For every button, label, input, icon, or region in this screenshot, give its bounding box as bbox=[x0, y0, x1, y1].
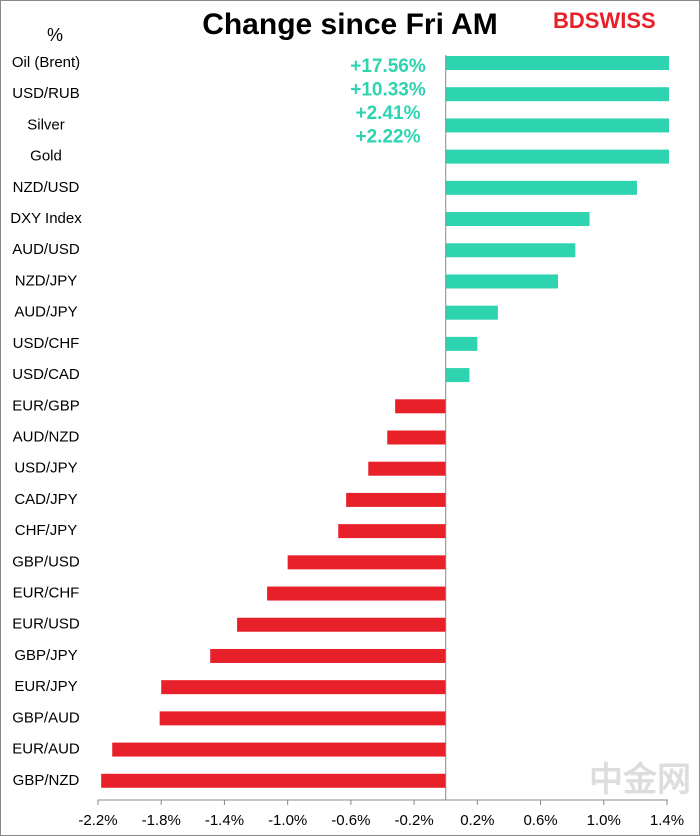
y-tick-label: GBP/JPY bbox=[14, 647, 77, 664]
bar bbox=[445, 305, 498, 320]
bar bbox=[445, 274, 558, 289]
y-tick-label: NZD/USD bbox=[13, 179, 80, 196]
y-tick-label: GBP/USD bbox=[12, 553, 80, 570]
y-tick-label: AUD/JPY bbox=[14, 304, 77, 321]
y-tick-label: AUD/NZD bbox=[13, 428, 80, 445]
bar bbox=[445, 212, 590, 227]
bar bbox=[159, 711, 446, 726]
bar bbox=[445, 56, 669, 70]
y-tick-label: USD/RUB bbox=[12, 85, 80, 102]
y-tick-label: AUD/USD bbox=[12, 241, 80, 258]
bar bbox=[387, 430, 446, 445]
bar bbox=[237, 617, 446, 632]
value-label: +2.22% bbox=[356, 127, 421, 148]
watermark: 中金网 bbox=[589, 760, 691, 799]
bar bbox=[445, 180, 637, 195]
y-tick-label: USD/CAD bbox=[12, 366, 80, 383]
bar bbox=[368, 461, 446, 476]
bar bbox=[445, 118, 669, 133]
y-tick-label: DXY Index bbox=[10, 210, 82, 227]
y-tick-label: CAD/JPY bbox=[14, 491, 77, 508]
bar bbox=[161, 680, 446, 695]
bar bbox=[445, 336, 478, 351]
bar bbox=[445, 149, 669, 164]
x-tick-label: -0.6% bbox=[331, 812, 370, 829]
x-tick-label: 0.6% bbox=[523, 812, 557, 829]
bar bbox=[287, 555, 446, 570]
x-tick-label: -1.0% bbox=[268, 812, 307, 829]
bar bbox=[112, 742, 446, 757]
y-tick-label: EUR/CHF bbox=[13, 585, 80, 602]
bar bbox=[267, 586, 446, 601]
value-label: +17.56% bbox=[350, 56, 426, 77]
value-label: +10.33% bbox=[350, 80, 426, 101]
bar bbox=[338, 524, 446, 539]
y-tick-label: EUR/JPY bbox=[14, 678, 77, 695]
y-tick-label: USD/JPY bbox=[14, 460, 77, 477]
x-tick-label: 1.0% bbox=[587, 812, 621, 829]
bar bbox=[346, 492, 446, 507]
y-tick-label: CHF/JPY bbox=[15, 522, 78, 539]
plot-area bbox=[101, 56, 669, 788]
y-tick-label: GBP/NZD bbox=[13, 772, 80, 789]
x-tick-label: -2.2% bbox=[78, 812, 117, 829]
y-tick-label: USD/CHF bbox=[13, 335, 80, 352]
y-tick-label: Oil (Brent) bbox=[12, 54, 80, 71]
logo: BDSWISS bbox=[553, 8, 656, 33]
x-tick-label: 0.2% bbox=[460, 812, 494, 829]
bar bbox=[101, 773, 446, 788]
bar bbox=[445, 243, 576, 258]
y-tick-label: EUR/AUD bbox=[12, 741, 80, 758]
y-tick-label: NZD/JPY bbox=[15, 272, 78, 289]
bar bbox=[210, 648, 446, 663]
x-tick-label: 1.4% bbox=[650, 812, 684, 829]
y-tick-label: EUR/GBP bbox=[12, 397, 80, 414]
bar bbox=[395, 399, 446, 414]
x-tick-label: -1.8% bbox=[142, 812, 181, 829]
x-tick-label: -0.2% bbox=[395, 812, 434, 829]
unit-label: % bbox=[47, 25, 63, 45]
value-label: +2.41% bbox=[356, 103, 421, 124]
y-tick-label: GBP/AUD bbox=[12, 709, 80, 726]
x-tick-label: -1.4% bbox=[205, 812, 244, 829]
y-tick-label: Gold bbox=[30, 148, 62, 165]
y-tick-label: Silver bbox=[27, 116, 65, 133]
bar bbox=[445, 87, 669, 102]
chart-title: Change since Fri AM bbox=[202, 8, 498, 41]
bar bbox=[445, 368, 470, 383]
y-tick-label: EUR/USD bbox=[12, 616, 80, 633]
